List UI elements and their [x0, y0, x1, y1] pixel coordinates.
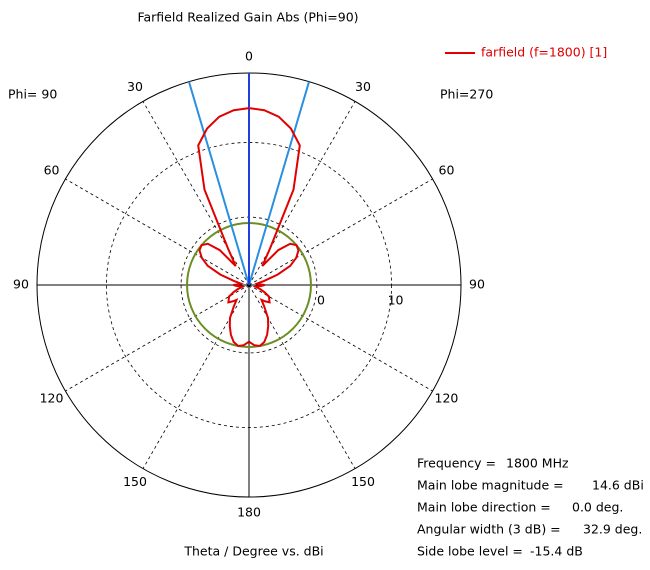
info-label: Side lobe level = [417, 544, 523, 559]
theta-tick-label: 120 [40, 391, 64, 406]
legend-label: farfield (f=1800) [1] [481, 45, 607, 60]
info-label: Frequency = [417, 456, 496, 471]
theta-tick-label: 180 [237, 505, 261, 520]
r-tick-label: 0 [317, 293, 325, 308]
info-label: Angular width (3 dB) = [417, 522, 561, 537]
info-label: Main lobe magnitude = [417, 478, 564, 493]
pattern-line [197, 107, 301, 348]
info-value: 14.6 dBi [592, 478, 644, 493]
theta-tick-label: 60 [44, 163, 60, 178]
phi-left-label: Phi= 90 [8, 87, 57, 102]
phi-right-label: Phi=270 [440, 87, 493, 102]
theta-tick-label: 120 [435, 391, 459, 406]
info-value: 1800 MHz [506, 456, 569, 471]
info-value: 0.0 deg. [572, 500, 623, 515]
theta-tick-label: 0 [245, 49, 253, 64]
spoke [248, 284, 433, 392]
info-value: 32.9 deg. [583, 522, 642, 537]
theta-tick-label: 150 [351, 474, 375, 489]
beam-width-line [248, 81, 310, 286]
spoke [142, 101, 250, 286]
spoke [248, 284, 356, 469]
theta-tick-label: 90 [13, 277, 29, 292]
r-tick-label: 10 [388, 293, 404, 308]
spoke [248, 101, 356, 286]
theta-tick-label: 90 [469, 277, 485, 292]
info-label: Main lobe direction = [417, 500, 551, 515]
theta-tick-label: 60 [439, 163, 455, 178]
spoke [142, 284, 250, 469]
theta-tick-label: 30 [355, 79, 371, 94]
axis-label: Theta / Degree vs. dBi [183, 544, 323, 559]
spoke [65, 284, 250, 392]
theta-tick-label: 150 [123, 474, 147, 489]
chart-title: Farfield Realized Gain Abs (Phi=90) [137, 10, 358, 25]
info-value: -15.4 dB [530, 544, 583, 559]
theta-tick-label: 30 [127, 79, 143, 94]
spoke [65, 178, 250, 286]
spoke [248, 178, 433, 286]
beam-width-line [188, 81, 250, 286]
